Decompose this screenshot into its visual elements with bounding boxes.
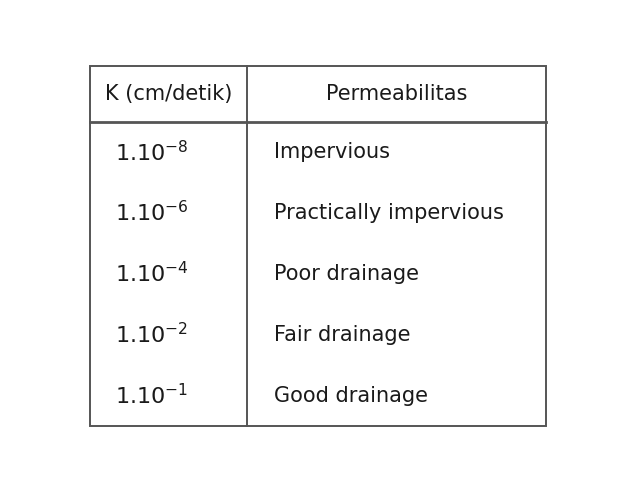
Text: $1.10^{-6}$: $1.10^{-6}$ (115, 200, 188, 225)
Text: Fair drainage: Fair drainage (275, 325, 411, 345)
Text: $1.10^{-1}$: $1.10^{-1}$ (115, 383, 188, 408)
Text: Good drainage: Good drainage (275, 386, 428, 406)
Text: K (cm/detik): K (cm/detik) (105, 84, 232, 104)
Text: Poor drainage: Poor drainage (275, 264, 419, 284)
Text: Impervious: Impervious (275, 142, 391, 162)
Text: Practically impervious: Practically impervious (275, 203, 504, 223)
Text: $1.10^{-4}$: $1.10^{-4}$ (115, 261, 188, 286)
Text: $1.10^{-8}$: $1.10^{-8}$ (115, 140, 188, 165)
Text: Permeabilitas: Permeabilitas (326, 84, 467, 104)
Text: $1.10^{-2}$: $1.10^{-2}$ (115, 322, 188, 347)
